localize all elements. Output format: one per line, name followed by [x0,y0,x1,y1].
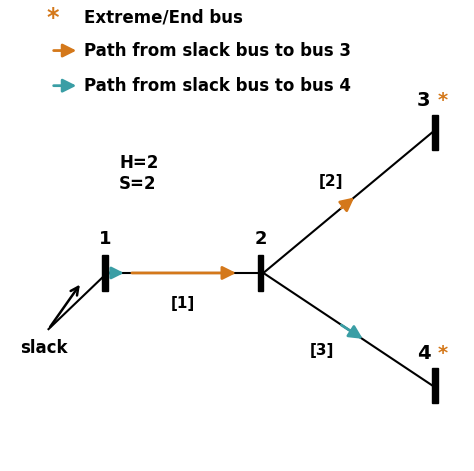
Text: *: * [438,91,447,110]
Text: slack: slack [20,339,68,357]
Text: *: * [47,6,59,30]
Text: H=2: H=2 [119,154,159,172]
Text: Path from slack bus to bus 4: Path from slack bus to bus 4 [84,77,351,95]
Bar [432,115,438,150]
Text: 1: 1 [99,230,111,248]
Text: [2]: [2] [319,174,344,189]
Text: 2: 2 [255,230,267,248]
Text: [3]: [3] [310,343,334,357]
Bar [432,368,438,403]
Text: Extreme/End bus: Extreme/End bus [84,9,243,27]
Text: [1]: [1] [171,296,195,311]
Text: Path from slack bus to bus 3: Path from slack bus to bus 3 [84,41,351,59]
Text: 3: 3 [417,91,430,110]
Bar [102,255,108,291]
Text: S=2: S=2 [119,175,157,193]
Text: 4: 4 [417,344,430,363]
Bar [258,255,264,291]
Text: *: * [438,344,447,363]
